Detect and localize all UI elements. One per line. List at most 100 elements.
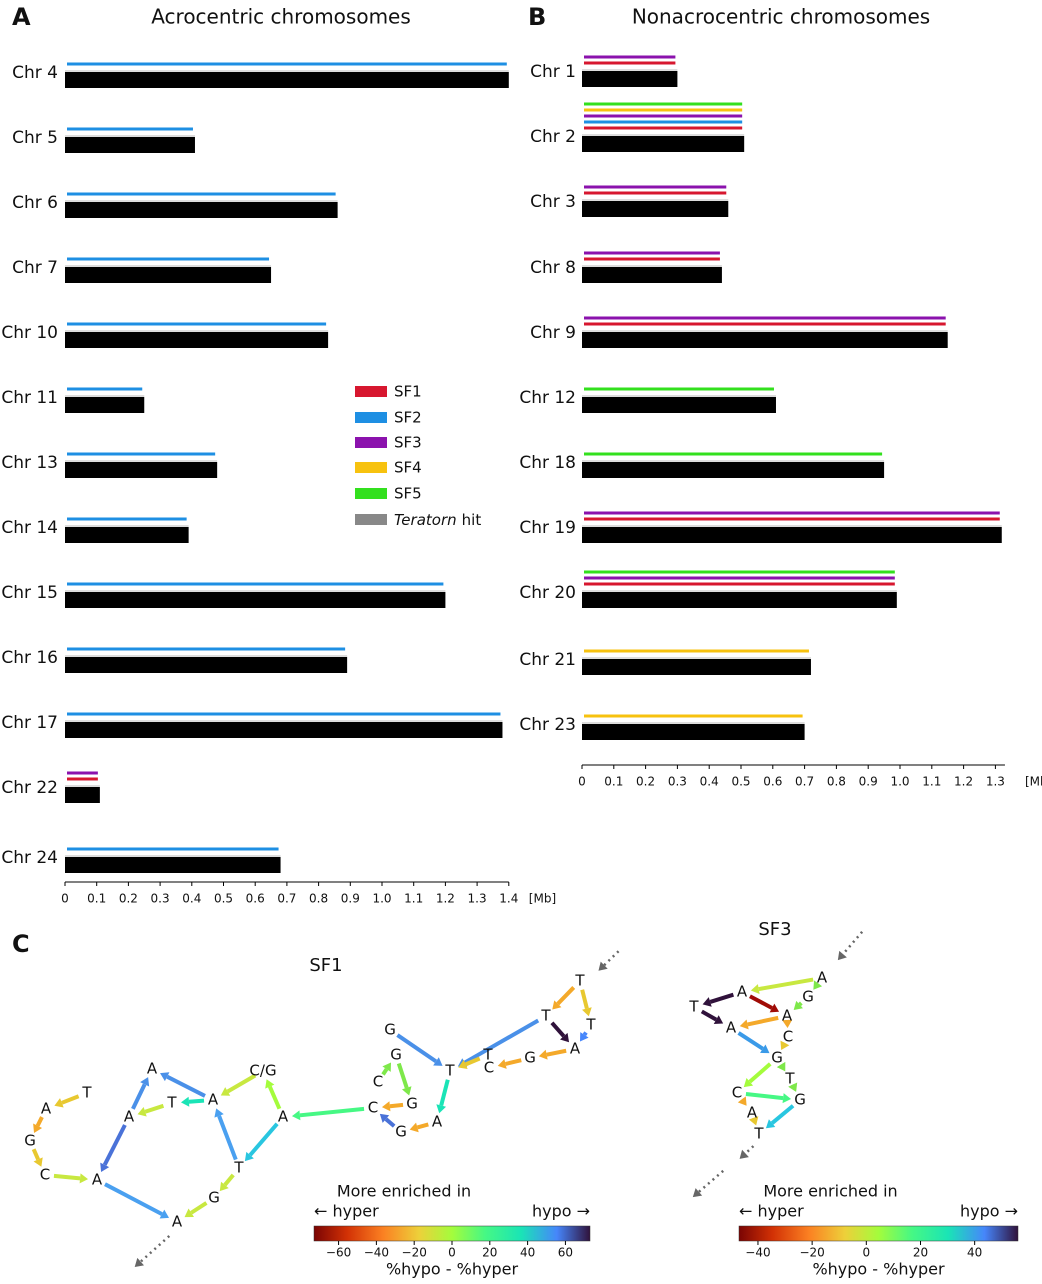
coverage-bar (65, 267, 271, 283)
arrowhead (751, 984, 760, 994)
edge (800, 1003, 802, 1005)
node-label: C (40, 1166, 50, 1184)
x-tick-label: 0 (578, 775, 586, 789)
x-tick-label: 1.1 (922, 775, 941, 789)
panel-label: C (12, 930, 30, 958)
node-label: A (570, 1040, 581, 1058)
colorbar-tick-label: 20 (482, 1246, 497, 1260)
legend-swatch (355, 412, 387, 423)
node-label: G (771, 1049, 783, 1067)
chromosome-label: Chr 18 (519, 453, 576, 473)
x-tick-label: 1.3 (986, 775, 1005, 789)
x-tick-label: 1.0 (890, 775, 909, 789)
colorbar-tick-label: −20 (402, 1246, 427, 1260)
edge (399, 1064, 407, 1088)
node-label: A (782, 1007, 793, 1025)
chromosome-label: Chr 11 (1, 388, 58, 408)
coverage-bar (65, 722, 502, 738)
edge (745, 1146, 753, 1153)
edge (34, 1149, 39, 1159)
axis-unit: [Mb] (1025, 775, 1042, 789)
legend-swatch (355, 462, 387, 473)
chromosome-label: Chr 12 (519, 388, 576, 408)
colorbar-axis-label: %hypo - %hyper (812, 1260, 945, 1279)
node-label: G (384, 1021, 396, 1039)
edge (62, 1096, 79, 1103)
axis-unit: [Mb] (529, 892, 556, 906)
coverage-bar (582, 397, 776, 413)
coverage-bar (65, 527, 189, 543)
coverage-bar (582, 71, 677, 87)
colorbar-right: hypo → (960, 1202, 1018, 1221)
node-label: T (585, 1016, 596, 1034)
colorbar-tick-label: 60 (558, 1246, 573, 1260)
arrowhead (498, 1059, 507, 1069)
x-tick-label: 0.9 (859, 775, 878, 789)
edge (390, 1105, 403, 1106)
node-label: C (732, 1084, 742, 1102)
chromosome-label: Chr 19 (519, 518, 576, 538)
node-label: A (747, 1104, 758, 1122)
x-tick-label: 0.8 (827, 775, 846, 789)
x-tick-label: 0 (61, 892, 69, 906)
node-label: T (784, 1070, 795, 1088)
legend-swatch (355, 488, 387, 499)
colorbar-tick-label: 20 (913, 1246, 928, 1260)
x-tick-label: 0.5 (214, 892, 233, 906)
edge (547, 1051, 567, 1055)
chromosome-label: Chr 7 (12, 258, 58, 278)
edge (250, 1124, 277, 1155)
x-tick-label: 0.5 (731, 775, 750, 789)
x-tick-label: 0.9 (341, 892, 360, 906)
chromosome-label: Chr 10 (1, 323, 58, 343)
arrowhead (181, 1097, 189, 1107)
x-tick-label: 0.6 (246, 892, 265, 906)
legend-label: SF3 (394, 434, 422, 452)
chromosome-label: Chr 24 (1, 848, 58, 868)
x-tick-label: 0.2 (636, 775, 655, 789)
edge (558, 987, 574, 1003)
colorbar-tick-label: −40 (745, 1246, 770, 1260)
node-label: A (208, 1091, 219, 1109)
chromosome-label: Chr 3 (530, 192, 576, 212)
edge (702, 1011, 716, 1019)
panel-label: A (12, 3, 31, 31)
coverage-bar (65, 202, 338, 218)
node-label: C (373, 1073, 383, 1091)
node-label: G (406, 1095, 418, 1113)
panel-title: Nonacrocentric chromosomes (632, 5, 930, 29)
node-label: T (753, 1125, 764, 1143)
node-label: G (802, 988, 814, 1006)
arrowhead (410, 1123, 419, 1133)
coverage-bar (65, 397, 144, 413)
legend-label-rest: hit (462, 511, 482, 529)
legend-label: SF4 (394, 459, 422, 477)
node-label: G (208, 1189, 220, 1207)
coverage-bar (65, 787, 100, 803)
arrowhead (783, 1093, 792, 1103)
node-label: A (92, 1171, 103, 1189)
edge (417, 1124, 428, 1127)
edge (133, 1084, 145, 1109)
edge (141, 1236, 170, 1262)
coverage-bar (582, 332, 948, 348)
node-label: T (444, 1062, 455, 1080)
colorbar-caption: More enriched in (763, 1182, 897, 1201)
x-tick-label: 0.8 (309, 892, 328, 906)
node-label: T (81, 1084, 92, 1102)
node-label: C (368, 1099, 378, 1117)
node-label: A (817, 969, 828, 987)
x-tick-label: 0.6 (763, 775, 782, 789)
coverage-bar (582, 462, 884, 478)
edge (225, 1175, 233, 1185)
colorbar-tick-label: 40 (520, 1246, 535, 1260)
legend-swatch (355, 514, 387, 525)
x-tick-label: 0.3 (668, 775, 687, 789)
edge (386, 1119, 394, 1126)
node-label: G (524, 1049, 536, 1067)
node-label: A (432, 1113, 443, 1131)
node-label: C/G (249, 1062, 276, 1080)
x-tick-label: 1.4 (499, 892, 518, 906)
